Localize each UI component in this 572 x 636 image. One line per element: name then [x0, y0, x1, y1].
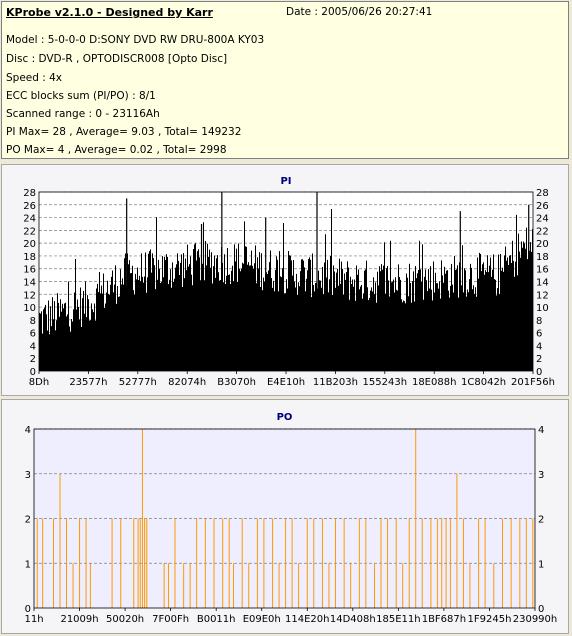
y-tick-label-right: 2	[538, 515, 544, 526]
app-title: KProbe v2.1.0 - Designed by Karr	[6, 6, 213, 19]
y-tick-label-right: 28	[536, 188, 549, 199]
y-tick-label-left: 3	[25, 470, 31, 481]
x-tick-label: 11B203h	[313, 377, 358, 388]
x-tick-label: B3070h	[217, 377, 256, 388]
y-tick-label-right: 0	[536, 367, 542, 378]
y-tick-label-right: 10	[536, 303, 549, 314]
y-tick-label-left: 0	[25, 604, 31, 615]
y-tick-label-left: 2	[30, 354, 36, 365]
x-tick-label: 18E088h	[412, 377, 456, 388]
y-tick-label-right: 24	[536, 214, 549, 225]
y-tick-label-left: 4	[30, 341, 36, 352]
y-tick-label-right: 8	[536, 316, 542, 327]
y-tick-label-left: 16	[23, 265, 36, 276]
x-tick-label: 114E20h	[285, 614, 329, 625]
x-tick-label: 7F00Fh	[152, 614, 189, 625]
y-tick-label-right: 6	[536, 329, 542, 340]
y-tick-label-right: 18	[536, 252, 549, 263]
x-tick-label: E09E0h	[243, 614, 281, 625]
bars	[39, 192, 533, 371]
y-tick-label-right: 4	[538, 425, 544, 436]
x-tick-label: 230990h	[513, 614, 558, 625]
y-tick-label-left: 26	[23, 201, 36, 212]
y-tick-label-right: 22	[536, 226, 549, 237]
po-chart: PO 0 0 1 1 2 2 3 3 4 4 11h 21009h 50020h 7F00Fh B0011h E…	[24, 412, 558, 625]
y-tick-label-left: 0	[30, 367, 36, 378]
chart-title: PO	[277, 412, 293, 423]
disc-line: Disc : DVD-R , OPTODISCR008 [Opto Disc]	[6, 53, 228, 65]
pi-chart-panel: PI 0 0 2 2 4 4 6 6 8 8 10 10 12 12 14 14 16 16 18 18 20 20 22 22…	[1, 164, 569, 396]
pi-summary-line: PI Max= 28 , Average= 9.03 , Total= 1492…	[6, 126, 242, 138]
y-tick-label-right: 1	[538, 559, 544, 570]
x-tick-label: 52777h	[119, 377, 157, 388]
y-tick-label-right: 26	[536, 201, 549, 212]
x-tick-label: 201F56h	[511, 377, 555, 388]
y-tick-label-left: 2	[25, 515, 31, 526]
bars	[36, 429, 534, 608]
y-tick-label-left: 12	[23, 290, 36, 301]
x-tick-label: 1F9245h	[468, 614, 512, 625]
x-tick-label: 185E11h	[376, 614, 420, 625]
y-tick-label-left: 28	[23, 188, 36, 199]
y-tick-label-right: 16	[536, 265, 549, 276]
y-tick-label-left: 20	[23, 239, 36, 250]
x-tick-label: 50020h	[106, 614, 144, 625]
y-tick-label-right: 20	[536, 239, 549, 250]
model-line: Model : 5-0-0-0 D:SONY DVD RW DRU-800A K…	[6, 34, 265, 46]
x-tick-label: 82074h	[168, 377, 206, 388]
x-tick-label: 155243h	[363, 377, 408, 388]
x-tick-label: 8Dh	[29, 377, 49, 388]
info-panel: KProbe v2.1.0 - Designed by Karr Date : …	[1, 1, 569, 159]
y-tick-label-left: 6	[30, 329, 36, 340]
y-tick-label-right: 3	[538, 470, 544, 481]
y-tick-label-left: 22	[23, 226, 36, 237]
x-tick-label: 21009h	[60, 614, 98, 625]
x-tick-label: 1C8042h	[461, 377, 506, 388]
y-tick-label-left: 8	[30, 316, 36, 327]
y-tick-label-left: 18	[23, 252, 36, 263]
ecc-line: ECC blocks sum (PI/PO) : 8/1	[6, 90, 156, 102]
x-tick-label: E4E10h	[267, 377, 305, 388]
y-tick-label-right: 4	[536, 341, 542, 352]
y-tick-label-right: 0	[538, 604, 544, 615]
y-tick-label-left: 4	[25, 425, 31, 436]
x-tick-label: B0011h	[197, 614, 236, 625]
range-line: Scanned range : 0 - 23116Ah	[6, 108, 160, 120]
y-tick-label-right: 12	[536, 290, 549, 301]
y-tick-label-left: 14	[23, 278, 36, 289]
speed-line: Speed : 4x	[6, 72, 63, 84]
x-tick-label: 23577h	[69, 377, 107, 388]
x-tick-label: 1BF687h	[422, 614, 466, 625]
y-tick-label-left: 24	[23, 214, 36, 225]
plot-frame	[33, 428, 536, 609]
po-chart-panel: PO 0 0 1 1 2 2 3 3 4 4 11h 21009h 50020h 7F00Fh B0011h E…	[1, 399, 569, 634]
y-tick-label-left: 1	[25, 559, 31, 570]
x-tick-label: 11h	[24, 614, 43, 625]
po-summary-line: PO Max= 4 , Average= 0.02 , Total= 2998	[6, 144, 227, 156]
chart-title: PI	[280, 176, 291, 187]
y-tick-label-right: 14	[536, 278, 549, 289]
scan-date: Date : 2005/06/26 20:27:41	[286, 6, 433, 18]
y-tick-label-right: 2	[536, 354, 542, 365]
x-tick-label: 14D408h	[330, 614, 376, 625]
y-tick-label-left: 10	[23, 303, 36, 314]
